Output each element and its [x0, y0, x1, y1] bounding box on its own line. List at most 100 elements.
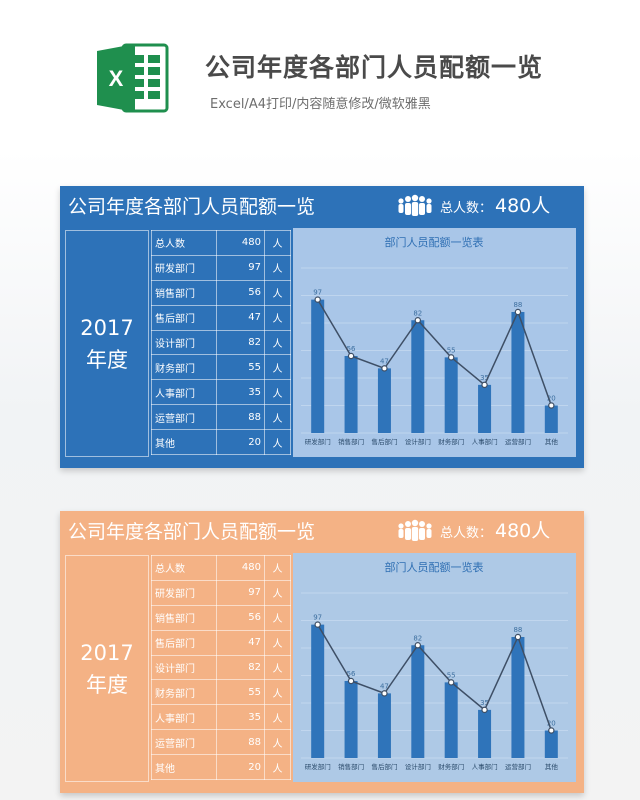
data-label: 88 — [513, 626, 522, 634]
x-tick-label: 运营部门 — [505, 762, 531, 771]
dept-unit-cell: 人 — [264, 354, 291, 381]
series-point — [548, 402, 555, 409]
dept-count-cell: 88 — [216, 729, 265, 755]
series-line — [317, 299, 553, 406]
dept-count-cell: 20 — [216, 429, 265, 455]
dept-unit-cell: 人 — [264, 279, 291, 306]
table-row: 设计部门 82 人 — [151, 654, 291, 681]
table-row: 财务部门 55 人 — [151, 679, 291, 706]
chart-panel: 部门人员配额一览表 97 研发部门 56 销售部门 47 售后部门 82 设计部门 55 财务部门 3… — [293, 228, 576, 457]
dept-count-cell: 82 — [216, 654, 265, 681]
dept-count-cell: 97 — [216, 254, 265, 281]
x-tick-label: 研发部门 — [305, 762, 331, 771]
dept-unit-cell: 人 — [264, 230, 291, 256]
series-point — [314, 621, 321, 628]
series-point — [481, 381, 488, 389]
x-tick-label: 运营部门 — [505, 437, 531, 446]
series-point — [381, 690, 388, 697]
table-row: 售后部门 47 人 — [151, 629, 291, 656]
series-point — [447, 354, 455, 361]
bar — [311, 299, 325, 433]
dept-name-cell: 人事部门 — [151, 379, 217, 406]
data-label: 82 — [413, 634, 422, 642]
dept-name-cell: 运营部门 — [151, 404, 217, 430]
dept-count-cell: 55 — [216, 354, 265, 381]
bar-chart: 部门人员配额一览表 97 研发部门 56 销售部门 47 售后部门 82 设计部门 55 财务部门 3… — [301, 560, 568, 771]
chart-panel: 部门人员配额一览表 97 研发部门 56 销售部门 47 售后部门 82 设计部门 55 财务部门 3… — [293, 553, 576, 782]
people-icon — [398, 519, 432, 541]
data-label: 47 — [380, 682, 389, 690]
year-number: 2017 — [80, 640, 134, 665]
dept-name-cell: 财务部门 — [151, 354, 217, 381]
excel-icon: X — [97, 43, 169, 113]
bar — [377, 368, 391, 433]
dept-unit-cell: 人 — [264, 304, 291, 331]
year-box: 2017 年度 — [65, 230, 149, 457]
year-label: 年度 — [86, 347, 128, 372]
series-point — [514, 633, 522, 641]
series-point — [548, 727, 555, 734]
page-title: 公司年度各部门人员配额一览 — [205, 53, 544, 82]
table-row: 总人数 480 人 — [151, 230, 291, 256]
data-label: 97 — [313, 289, 322, 297]
dept-unit-cell: 人 — [264, 379, 291, 406]
x-tick-label: 销售部门 — [338, 437, 364, 446]
dept-count-cell: 56 — [216, 604, 265, 631]
card-title: 公司年度各部门人员配额一览 — [68, 521, 316, 543]
table-row: 人事部门 35 人 — [151, 704, 291, 731]
dept-name-cell: 其他 — [151, 429, 217, 455]
bar — [511, 637, 525, 758]
table-row: 销售部门 56 人 — [151, 604, 291, 631]
series-point — [347, 677, 355, 685]
data-label: 55 — [447, 671, 456, 679]
bar — [411, 320, 425, 433]
people-icon — [398, 194, 432, 216]
table-row: 设计部门 82 人 — [151, 329, 291, 356]
dept-count-cell: 56 — [216, 279, 265, 306]
series-point — [381, 365, 388, 372]
table-row: 运营部门 88 人 — [151, 404, 291, 430]
total-value: 480人 — [495, 520, 551, 542]
bar — [444, 682, 458, 758]
table-row: 财务部门 55 人 — [151, 354, 291, 381]
table-row: 研发部门 97 人 — [151, 254, 291, 281]
bar — [311, 624, 325, 758]
x-tick-label: 其他 — [545, 437, 559, 446]
data-label: 56 — [347, 670, 356, 678]
dept-name-cell: 总人数 — [151, 230, 217, 256]
dept-name-cell: 销售部门 — [151, 279, 217, 306]
dept-unit-cell: 人 — [264, 679, 291, 706]
bar — [478, 384, 492, 433]
table-row: 售后部门 47 人 — [151, 304, 291, 331]
data-label: 47 — [380, 357, 389, 365]
dept-count-cell: 97 — [216, 579, 265, 606]
year-label: 年度 — [86, 672, 128, 697]
data-label: 20 — [547, 395, 556, 403]
dept-count-cell: 480 — [216, 555, 265, 581]
bar — [544, 405, 558, 433]
x-tick-label: 设计部门 — [405, 762, 431, 771]
data-label: 88 — [513, 301, 522, 309]
dept-count-cell: 55 — [216, 679, 265, 706]
dept-name-cell: 售后部门 — [151, 304, 217, 331]
dept-unit-cell: 人 — [264, 254, 291, 281]
table-row: 其他 20 人 — [151, 429, 291, 455]
series-point — [514, 308, 522, 316]
total-value: 480人 — [495, 195, 551, 217]
bar — [344, 356, 358, 433]
x-tick-label: 人事部门 — [472, 762, 498, 771]
table-row: 人事部门 35 人 — [151, 379, 291, 406]
bar — [444, 357, 458, 433]
data-label: 55 — [447, 346, 456, 354]
dept-name-cell: 财务部门 — [151, 679, 217, 706]
dept-unit-cell: 人 — [264, 404, 291, 430]
x-tick-label: 售后部门 — [371, 437, 397, 446]
dept-name-cell: 设计部门 — [151, 329, 217, 356]
bar-chart: 部门人员配额一览表 97 研发部门 56 销售部门 47 售后部门 82 设计部门 55 财务部门 3… — [301, 235, 568, 446]
x-tick-label: 财务部门 — [438, 762, 464, 771]
chart-title: 部门人员配额一览表 — [385, 235, 484, 249]
bar — [511, 312, 525, 433]
series-line — [317, 624, 553, 731]
year-number: 2017 — [80, 315, 134, 340]
dept-unit-cell: 人 — [264, 604, 291, 631]
